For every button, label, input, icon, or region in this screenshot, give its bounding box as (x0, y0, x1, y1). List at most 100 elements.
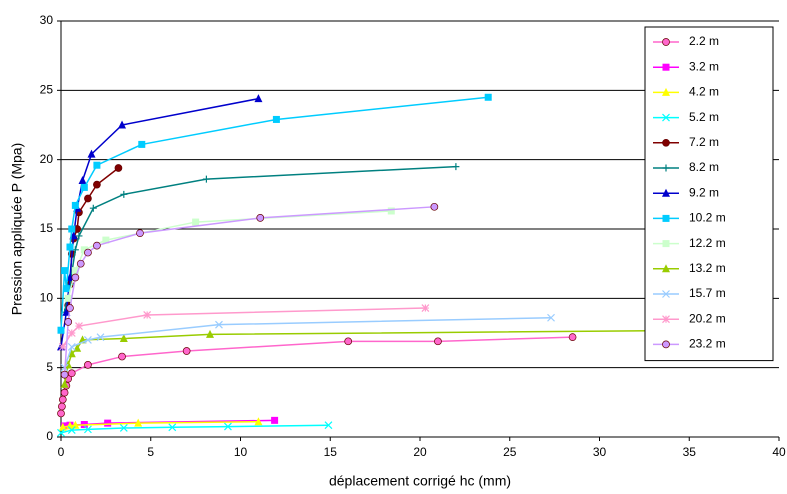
marker (66, 304, 74, 312)
marker (102, 236, 110, 244)
y-tick-label: 25 (40, 83, 54, 97)
marker (66, 243, 74, 251)
marker (84, 194, 92, 203)
legend-label: 9.2 m (689, 185, 719, 199)
x-tick-label: 40 (772, 445, 786, 459)
marker (87, 149, 96, 158)
marker (84, 248, 92, 257)
y-axis-title: Pression appliquée P (Mpa) (9, 143, 25, 316)
x-tick-label: 25 (503, 445, 517, 459)
y-tick-label: 30 (40, 13, 54, 27)
marker (547, 313, 555, 322)
marker (61, 267, 69, 275)
y-tick-label: 0 (46, 429, 53, 443)
marker (136, 229, 144, 238)
legend-marker (662, 290, 670, 298)
legend-marker (662, 138, 670, 147)
x-tick-label: 10 (234, 445, 248, 459)
marker (58, 422, 67, 431)
marker (64, 294, 72, 302)
marker (62, 285, 70, 293)
marker (67, 329, 76, 337)
marker (568, 333, 577, 342)
marker (143, 311, 152, 319)
marker (118, 120, 127, 129)
legend-label: 15.7 m (689, 286, 726, 300)
marker (271, 416, 279, 424)
marker (65, 421, 74, 430)
marker (96, 333, 105, 342)
marker (224, 422, 232, 431)
legend-label: 2.2 m (689, 34, 719, 48)
y-tick-label: 15 (40, 221, 54, 235)
marker (324, 421, 333, 430)
marker (114, 164, 123, 172)
marker (67, 342, 76, 351)
series-line (63, 206, 435, 375)
y-tick-label: 20 (40, 152, 54, 166)
legend-marker (662, 38, 670, 46)
marker (68, 225, 76, 233)
y-tick-label: 10 (40, 291, 54, 305)
legend-label: 23.2 m (689, 337, 726, 351)
marker (93, 180, 101, 189)
marker (89, 204, 97, 212)
marker (421, 304, 430, 312)
marker (168, 423, 177, 432)
legend-label: 20.2 m (689, 311, 726, 325)
marker (57, 326, 65, 334)
legend-marker (662, 113, 670, 122)
marker (119, 334, 128, 343)
y-tick-label: 5 (46, 360, 53, 374)
legend-marker (662, 164, 670, 172)
x-tick-label: 15 (324, 445, 338, 459)
legend-marker (662, 240, 670, 248)
marker (192, 218, 200, 226)
marker (57, 409, 65, 418)
x-axis-title: déplacement corrigé hc (mm) (329, 473, 511, 489)
legend-marker (662, 188, 670, 197)
marker (58, 342, 67, 351)
marker (119, 424, 128, 432)
marker (434, 337, 442, 346)
marker (430, 202, 439, 211)
marker (60, 379, 69, 388)
x-tick-label: 5 (147, 445, 154, 459)
marker (93, 161, 101, 169)
marker (484, 93, 492, 101)
marker (71, 273, 80, 282)
marker (134, 418, 143, 427)
marker (84, 361, 92, 369)
marker (62, 307, 71, 316)
legend-label: 8.2 m (689, 160, 719, 174)
marker (64, 318, 73, 326)
marker (67, 369, 76, 378)
x-tick-label: 30 (593, 445, 607, 459)
marker (387, 207, 395, 215)
legend-label: 12.2 m (689, 236, 726, 250)
marker (215, 320, 223, 329)
legend-label: 10.2 m (689, 211, 726, 225)
marker (67, 426, 76, 434)
series-line (63, 316, 552, 368)
legend-label: 5.2 m (689, 110, 719, 124)
x-tick-label: 0 (58, 445, 65, 459)
legend-label: 13.2 m (689, 261, 726, 275)
marker (67, 349, 76, 358)
marker (120, 190, 128, 198)
marker (75, 322, 83, 330)
legend-marker (662, 340, 670, 349)
marker (76, 259, 85, 268)
legend-marker (662, 315, 670, 324)
marker (205, 329, 214, 338)
marker (71, 201, 79, 209)
marker (61, 422, 69, 430)
marker (58, 395, 67, 404)
marker (80, 183, 88, 191)
marker (202, 175, 210, 183)
marker (254, 417, 263, 426)
marker (138, 140, 146, 148)
marker (104, 419, 112, 427)
marker (272, 115, 280, 123)
